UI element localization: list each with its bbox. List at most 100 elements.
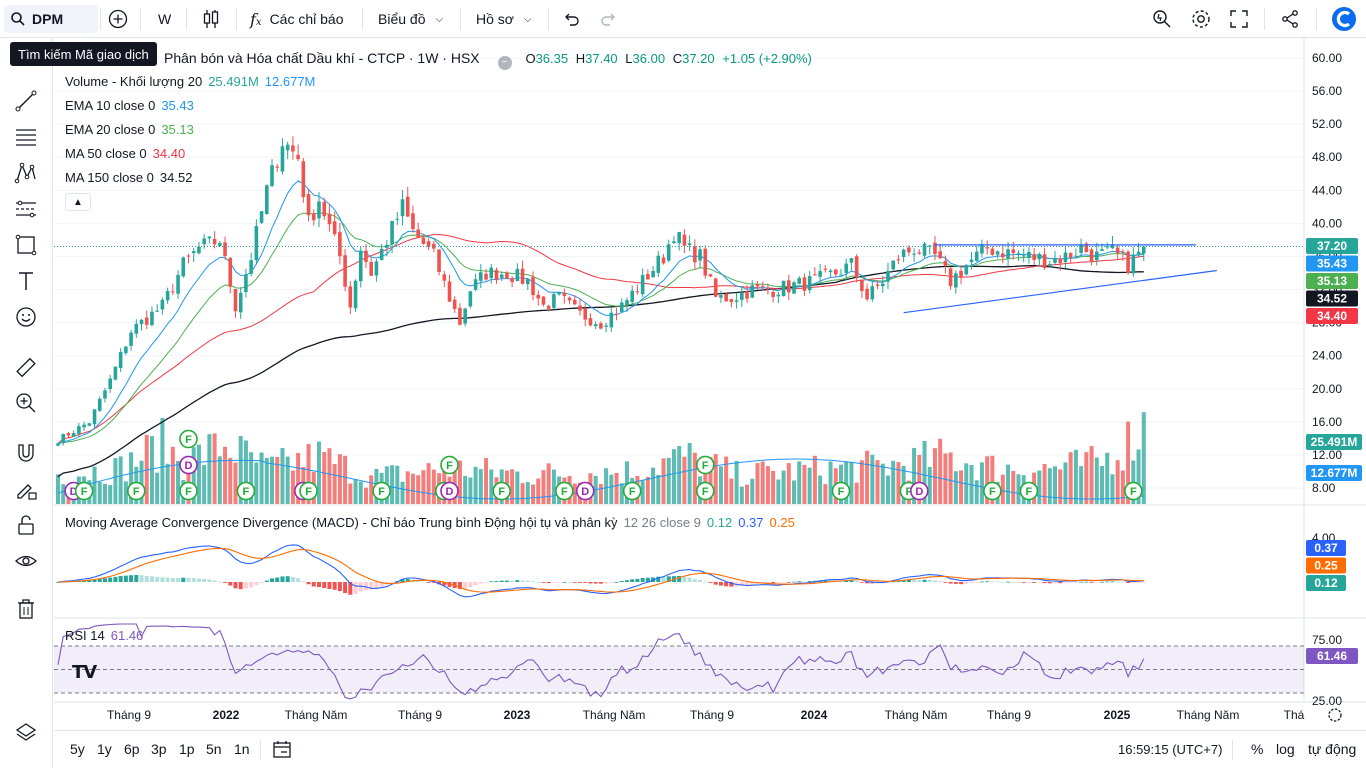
macd-histogram-bar <box>405 578 410 582</box>
fib-tool[interactable] <box>11 122 41 152</box>
auto-scale-button[interactable]: tự động <box>1308 741 1357 757</box>
percent-scale-button[interactable]: % <box>1251 741 1264 757</box>
forecast-icon <box>16 200 36 218</box>
zoom-tool[interactable] <box>11 388 41 418</box>
candle-body <box>176 274 180 294</box>
icon-tool[interactable] <box>11 302 41 332</box>
brand-logo[interactable] <box>1331 5 1357 33</box>
macd-legend[interactable]: Moving Average Convergence Divergence (M… <box>65 515 795 530</box>
candle-body <box>510 278 514 283</box>
candle-body <box>766 288 770 290</box>
settings-button[interactable] <box>1190 5 1212 33</box>
candle-body <box>583 308 588 320</box>
candle-body <box>599 323 603 329</box>
draw-mode-tool[interactable] <box>11 474 41 504</box>
range-6p-button[interactable]: 6p <box>124 741 140 757</box>
bottom-divider <box>260 740 261 760</box>
axis-settings-icon[interactable] <box>1328 708 1342 722</box>
range-5y-button[interactable]: 5y <box>70 741 85 757</box>
macd-histogram-bar <box>191 578 196 582</box>
pattern-tool[interactable] <box>11 158 41 188</box>
goto-date-button[interactable] <box>272 739 292 762</box>
candle-body <box>207 236 212 239</box>
interval-button[interactable]: W <box>158 5 171 33</box>
ema10-legend[interactable]: EMA 10 close 0 35.43 <box>65 98 194 113</box>
chart-canvas[interactable]: DFFFDFFDFFFDFFFDFFFFFDFFF 60.0056.0052.0… <box>54 38 1366 730</box>
symbol-search-button[interactable]: DPM <box>4 5 98 33</box>
volume-bar <box>1047 468 1052 504</box>
lock-tool[interactable] <box>11 510 41 540</box>
candle-body <box>1011 249 1016 253</box>
quick-search-button[interactable] <box>1151 5 1173 33</box>
candle-body <box>1006 249 1010 259</box>
volume-bar <box>478 469 483 504</box>
macd-histogram-bar <box>468 582 473 587</box>
chart-type-button[interactable] <box>201 5 221 33</box>
forecast-tool[interactable] <box>11 194 41 224</box>
undo-button[interactable] <box>562 5 580 33</box>
legend-collapse-button[interactable]: ▲ <box>65 193 91 211</box>
remove-drawings-tool[interactable] <box>11 594 41 624</box>
fullscreen-button[interactable] <box>1229 5 1249 33</box>
clock-timezone[interactable]: 16:59:15 (UTC+7) <box>1118 742 1223 757</box>
log-scale-button[interactable]: log <box>1276 741 1295 757</box>
symbol-search-tooltip: Tìm kiếm Mã giao dịch <box>10 42 157 66</box>
magnet-tool[interactable] <box>11 438 41 468</box>
range-3p-button[interactable]: 3p <box>151 741 167 757</box>
volume-bar <box>760 461 765 504</box>
candle-body <box>734 300 739 302</box>
tv-logo-watermark[interactable]: TV <box>72 662 97 683</box>
macd-histogram-bar <box>343 582 348 594</box>
range-1p-button[interactable]: 1p <box>179 741 195 757</box>
object-tree-tool[interactable] <box>11 718 41 748</box>
chart-area[interactable]: DFFFDFFDFFFDFFFDFFFFFDFFF 60.0056.0052.0… <box>54 38 1366 730</box>
visibility-tool[interactable] <box>11 546 41 576</box>
macd-histogram-bar <box>1016 581 1021 583</box>
macd-histogram-bar <box>969 582 974 584</box>
compare-button[interactable] <box>108 5 128 33</box>
candle-body <box>374 261 379 276</box>
candle-body <box>489 267 494 278</box>
event-marker-label: F <box>702 460 709 472</box>
ma150-legend-value: 34.52 <box>159 170 193 185</box>
macd-line-legend-value: 0.37 <box>738 515 764 530</box>
macd-label: 0.37 <box>1314 541 1338 555</box>
indicators-button[interactable]: fx Các chỉ báo <box>250 5 344 33</box>
volume-legend[interactable]: Volume - Khối lượng 20 25.491M 12.677M <box>65 74 315 89</box>
candle-body <box>964 264 969 275</box>
macd-histogram-bar <box>531 581 536 583</box>
ema20-legend[interactable]: EMA 20 close 0 35.13 <box>65 122 194 137</box>
shape-tool[interactable] <box>11 230 41 260</box>
chart-menu-button[interactable]: Biểu đồ ⌵ <box>378 5 443 33</box>
text-tool[interactable] <box>11 266 41 296</box>
candle-body <box>562 292 567 297</box>
legend-menu-icon[interactable]: − <box>497 56 512 70</box>
redo-button[interactable] <box>600 5 618 33</box>
ma50-legend[interactable]: MA 50 close 0 34.40 <box>65 146 185 161</box>
macd-histogram-bar <box>619 580 624 582</box>
range-1n-button[interactable]: 1n <box>234 741 250 757</box>
volume-bar <box>891 460 896 504</box>
share-button[interactable] <box>1280 5 1300 33</box>
volume-bar <box>473 466 478 504</box>
candle-body <box>181 257 186 277</box>
event-marker <box>179 455 198 475</box>
candle-body <box>458 307 462 325</box>
volume-bar <box>332 463 337 504</box>
macd-histogram-bar <box>739 582 744 586</box>
candle-body <box>358 250 363 282</box>
volume-bar <box>515 471 520 504</box>
macd-histogram-bar <box>870 582 875 584</box>
ruler-tool[interactable] <box>11 352 41 382</box>
brand-logo-icon <box>1332 7 1356 31</box>
ma150-legend[interactable]: MA 150 close 0 34.52 <box>65 170 192 185</box>
range-5n-button[interactable]: 5n <box>206 741 222 757</box>
series-legend[interactable]: Phân bón và Hóa chất Dầu khí - CTCP · 1W… <box>164 50 812 70</box>
trend-line-tool[interactable] <box>11 86 41 116</box>
range-1y-button[interactable]: 1y <box>97 741 112 757</box>
profile-menu-button[interactable]: Hồ sơ ⌵ <box>476 5 532 33</box>
volume-bar <box>390 465 395 504</box>
symbol-label: DPM <box>32 11 64 27</box>
rsi-legend[interactable]: RSI 14 61.46 <box>65 628 143 643</box>
candle-body <box>917 252 922 254</box>
